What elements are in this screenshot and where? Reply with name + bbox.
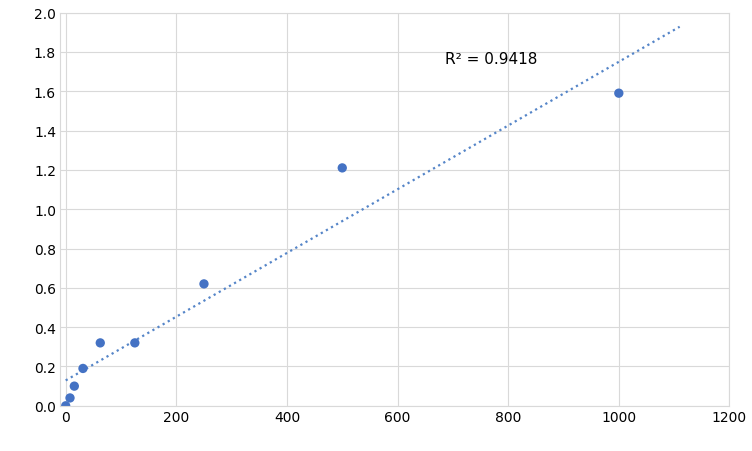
Point [613, 90, 625, 97]
Text: R² = 0.9418: R² = 0.9418 [444, 51, 537, 66]
Point [59, 402, 71, 410]
Point [336, 165, 348, 172]
Point [129, 340, 141, 347]
Point [198, 281, 210, 288]
Point [64, 395, 76, 402]
Point [94, 340, 106, 347]
Point [77, 365, 89, 372]
Point [68, 382, 80, 390]
